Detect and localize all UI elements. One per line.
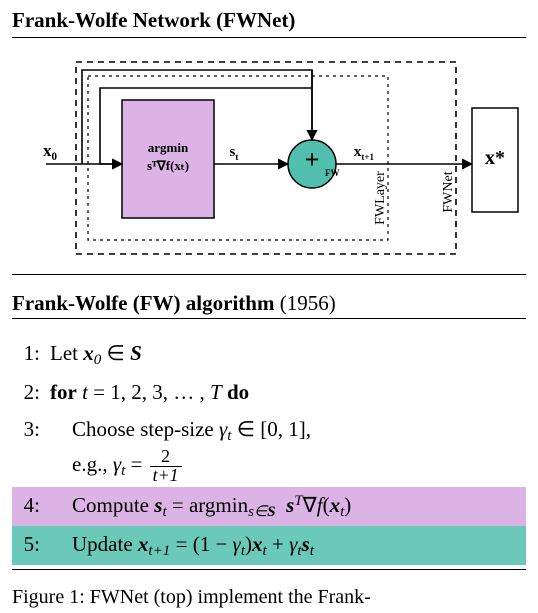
figure-container: Frank-Wolfe Network (FWNet) x0 argmin sᵀ∇f…: [0, 0, 538, 613]
svg-text:st: st: [229, 144, 239, 163]
figure-caption: Figure 1: FWNet (top) implement the Fran…: [12, 580, 526, 609]
algo-lineno: 5:: [16, 528, 50, 561]
algo-lineno: 3:: [16, 413, 50, 446]
rule-3: [12, 318, 526, 319]
rule-2: [12, 274, 526, 275]
algo-lineno: 4:: [16, 489, 50, 522]
algo-title: Frank-Wolfe (FW) algorithm (1956): [12, 285, 526, 318]
svg-text:FWLayer: FWLayer: [373, 171, 388, 225]
algo-line: 5:Update xt+1 = (1 − γt)xt + γtst: [12, 526, 526, 565]
svg-text:x0: x0: [43, 141, 58, 163]
algo-line: 4:Compute st = argmins∈S sT∇f(xt): [12, 487, 526, 526]
algo-linebody: for t = 1, 2, 3, … , T do: [50, 376, 522, 409]
svg-text:x*: x*: [485, 147, 505, 169]
algo-lineno: 2:: [16, 376, 50, 409]
svg-text:FWNet: FWNet: [441, 171, 456, 212]
svg-text:FW: FW: [325, 168, 340, 178]
algo-line: 3:Choose step-size γt ∈ [0, 1],e.g., γt …: [12, 411, 526, 487]
svg-text:sᵀ∇f(xₜ): sᵀ∇f(xₜ): [147, 158, 189, 173]
fwnet-title: Frank-Wolfe Network (FWNet): [12, 8, 526, 37]
algo-line: 2:for t = 1, 2, 3, … , T do: [12, 374, 526, 411]
algo-body: 1:Let x0 ∈ S2:for t = 1, 2, 3, … , T do3…: [12, 329, 526, 565]
algo-line: 1:Let x0 ∈ S: [12, 335, 526, 374]
svg-text:xt+1: xt+1: [354, 144, 375, 162]
rule-1: [12, 37, 526, 38]
svg-text:argmin: argmin: [148, 140, 189, 155]
algo-linebody: Update xt+1 = (1 − γt)xt + γtst: [50, 528, 522, 563]
algo-linebody: Choose step-size γt ∈ [0, 1],e.g., γt = …: [50, 413, 522, 485]
fwnet-diagram: x0 argmin sᵀ∇f(xₜ) st + FW xt+1 x* FWLayer FWNet: [12, 48, 526, 268]
algo-linebody: Compute st = argmins∈S sT∇f(xt): [50, 489, 522, 524]
rule-4: [12, 569, 526, 570]
svg-text:+: +: [305, 145, 320, 174]
algo-linebody: Let x0 ∈ S: [50, 337, 522, 372]
algo-lineno: 1:: [16, 337, 50, 370]
